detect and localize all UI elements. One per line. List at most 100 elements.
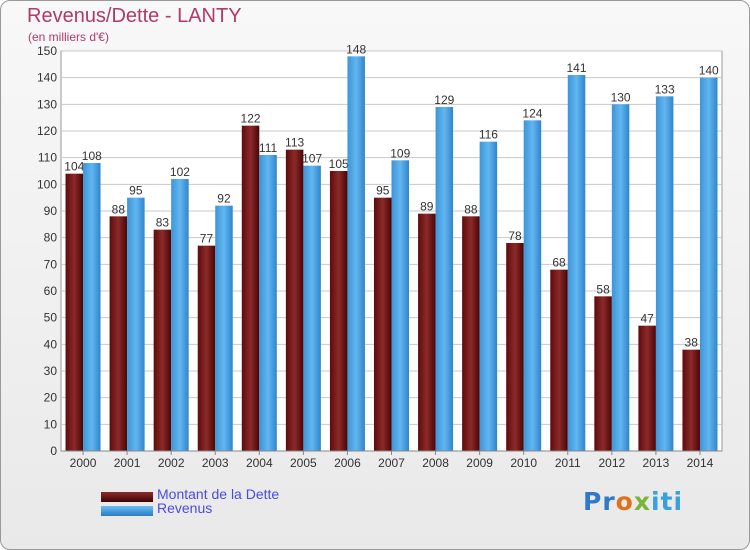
bar-dette: [638, 325, 656, 451]
x-tick-label: 2009: [466, 456, 493, 470]
bar-revenus: [303, 165, 321, 451]
legend-label-revenus: Revenus: [157, 500, 213, 516]
legend-swatch-revenus: [101, 506, 153, 516]
bar-revenus: [479, 141, 498, 451]
y-tick-label: 110: [38, 151, 57, 165]
data-label-revenus: 95: [129, 184, 143, 198]
bar-dette: [285, 149, 304, 451]
bar-revenus: [391, 160, 409, 452]
x-tick-label: 2000: [70, 456, 97, 470]
bar-revenus: [567, 75, 586, 451]
y-tick-label: 60: [44, 284, 58, 298]
data-label-revenus: 129: [434, 93, 454, 107]
y-tick-label: 130: [37, 97, 57, 111]
bar-revenus: [435, 107, 454, 451]
x-tick-label: 2012: [598, 456, 625, 470]
bar-revenus: [655, 96, 674, 451]
y-tick-label: 30: [44, 364, 58, 378]
y-tick-label: 0: [50, 444, 57, 458]
bar-revenus: [83, 163, 101, 451]
data-label-revenus: 133: [655, 82, 675, 96]
bar-dette: [550, 269, 568, 451]
x-tick-label: 2013: [643, 456, 670, 470]
data-label-revenus: 108: [82, 149, 102, 163]
data-label-dette: 95: [376, 184, 390, 198]
data-label-revenus: 148: [346, 42, 366, 56]
bar-revenus: [611, 104, 630, 451]
bar-revenus: [127, 197, 145, 451]
proxiti-logo: Proxiti: [583, 487, 684, 516]
x-tick-label: 2006: [334, 456, 361, 470]
data-label-revenus: 141: [567, 61, 587, 75]
bar-dette: [65, 173, 84, 451]
data-label-dette: 105: [329, 157, 349, 171]
bar-dette: [594, 296, 612, 451]
y-tick-label: 100: [37, 177, 57, 191]
x-tick-label: 2010: [510, 456, 537, 470]
y-tick-label: 140: [37, 71, 57, 85]
data-label-dette: 83: [156, 216, 170, 230]
bar-dette: [418, 213, 436, 451]
data-label-revenus: 140: [699, 64, 719, 78]
chart-subtitle: (en milliers d'€): [28, 30, 109, 44]
data-label-revenus: 107: [302, 152, 322, 166]
bar-revenus: [699, 77, 718, 452]
data-label-revenus: 111: [259, 141, 278, 155]
data-label-revenus: 130: [611, 90, 631, 104]
data-label-dette: 88: [464, 202, 478, 216]
data-label-dette: 77: [200, 232, 214, 246]
data-label-dette: 78: [508, 229, 522, 243]
legend-label-dette: Montant de la Dette: [157, 486, 280, 502]
bar-revenus: [259, 155, 277, 451]
y-tick-label: 20: [44, 391, 58, 405]
chart-title: Revenus/Dette - LANTY: [27, 5, 242, 27]
data-label-dette: 89: [420, 200, 434, 214]
x-tick-label: 2011: [555, 456, 581, 470]
data-label-dette: 58: [596, 282, 610, 296]
data-label-dette: 38: [685, 336, 699, 350]
x-tick-label: 2003: [202, 456, 229, 470]
y-tick-label: 70: [44, 257, 58, 271]
bar-dette: [153, 229, 172, 451]
y-tick-label: 150: [37, 44, 57, 58]
y-tick-label: 40: [44, 337, 58, 351]
bar-dette: [241, 125, 260, 452]
x-tick-label: 2001: [114, 456, 141, 470]
legend-swatch-dette: [101, 492, 153, 502]
data-label-dette: 122: [241, 112, 261, 126]
data-label-revenus: 109: [390, 146, 410, 160]
y-tick-label: 50: [44, 311, 58, 325]
bar-revenus: [215, 205, 233, 451]
data-label-revenus: 102: [170, 165, 190, 179]
x-tick-label: 2014: [687, 456, 714, 470]
data-label-revenus: 124: [522, 106, 542, 120]
data-label-dette: 68: [552, 256, 566, 270]
data-label-dette: 113: [285, 136, 304, 150]
bar-revenus: [347, 56, 365, 451]
x-tick-label: 2005: [290, 456, 317, 470]
bar-revenus: [171, 179, 189, 451]
data-label-revenus: 116: [479, 128, 498, 142]
x-tick-label: 2002: [158, 456, 185, 470]
bar-dette: [682, 349, 700, 451]
data-label-dette: 88: [112, 202, 126, 216]
y-tick-label: 120: [37, 124, 57, 138]
data-label-dette: 104: [64, 160, 84, 174]
bar-dette: [462, 216, 480, 451]
data-label-revenus: 92: [217, 192, 231, 206]
y-tick-label: 80: [44, 231, 58, 245]
y-tick-label: 10: [44, 417, 58, 431]
x-tick-label: 2007: [378, 456, 405, 470]
x-tick-label: 2004: [246, 456, 273, 470]
y-tick-label: 90: [44, 204, 58, 218]
bar-dette: [109, 216, 128, 451]
bar-revenus: [523, 120, 542, 451]
bar-dette: [506, 243, 524, 451]
data-label-dette: 47: [640, 312, 654, 326]
bar-dette: [374, 197, 392, 451]
x-tick-label: 2008: [422, 456, 449, 470]
bar-dette: [329, 171, 348, 451]
bar-dette: [197, 245, 216, 451]
